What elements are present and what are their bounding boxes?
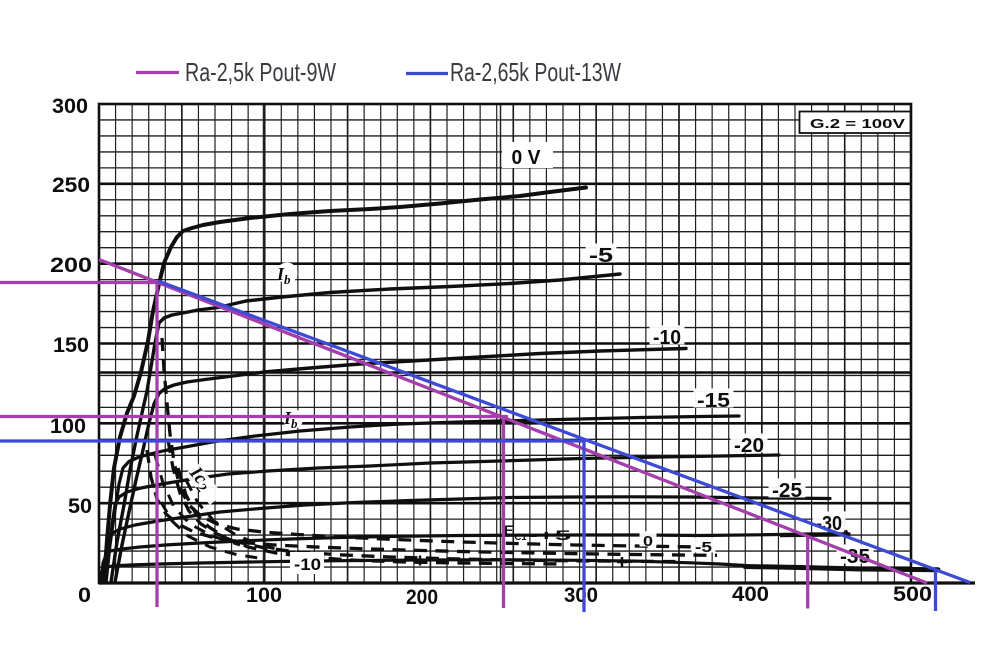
svg-text:-30: -30 [816, 513, 842, 535]
svg-text:300: 300 [52, 95, 88, 118]
svg-text:150: 150 [53, 334, 89, 357]
svg-text:250: 250 [52, 174, 90, 197]
svg-text:-+5: -+5 [528, 527, 571, 543]
svg-text:0 V: 0 V [512, 147, 542, 169]
svg-text:400: 400 [732, 583, 769, 606]
svg-text:50: 50 [68, 495, 92, 518]
svg-text:100: 100 [246, 584, 282, 607]
svg-text:100: 100 [50, 415, 86, 438]
svg-text:-20: -20 [734, 435, 764, 457]
svg-text:-15: -15 [697, 390, 730, 412]
svg-text:300: 300 [564, 584, 598, 607]
svg-text:500: 500 [893, 583, 932, 606]
svg-text:200: 200 [406, 586, 438, 609]
svg-text:-25: -25 [772, 480, 802, 502]
svg-text:Ra-2,5k Pout-9W: Ra-2,5k Pout-9W [185, 57, 336, 87]
svg-text:0: 0 [78, 584, 91, 607]
svg-text:200: 200 [50, 254, 92, 277]
svg-text:-5: -5 [695, 539, 712, 556]
svg-text:E: E [504, 522, 513, 538]
svg-text:-5: -5 [589, 245, 613, 267]
svg-text:G.2 = 100V: G.2 = 100V [810, 116, 905, 131]
svg-text:C1: C1 [515, 532, 528, 543]
svg-text:Ra-2,65k Pout-13W: Ra-2,65k Pout-13W [450, 57, 621, 87]
svg-text:0: 0 [643, 533, 653, 550]
svg-text:-10: -10 [653, 327, 681, 349]
svg-text:-10: -10 [294, 555, 321, 574]
